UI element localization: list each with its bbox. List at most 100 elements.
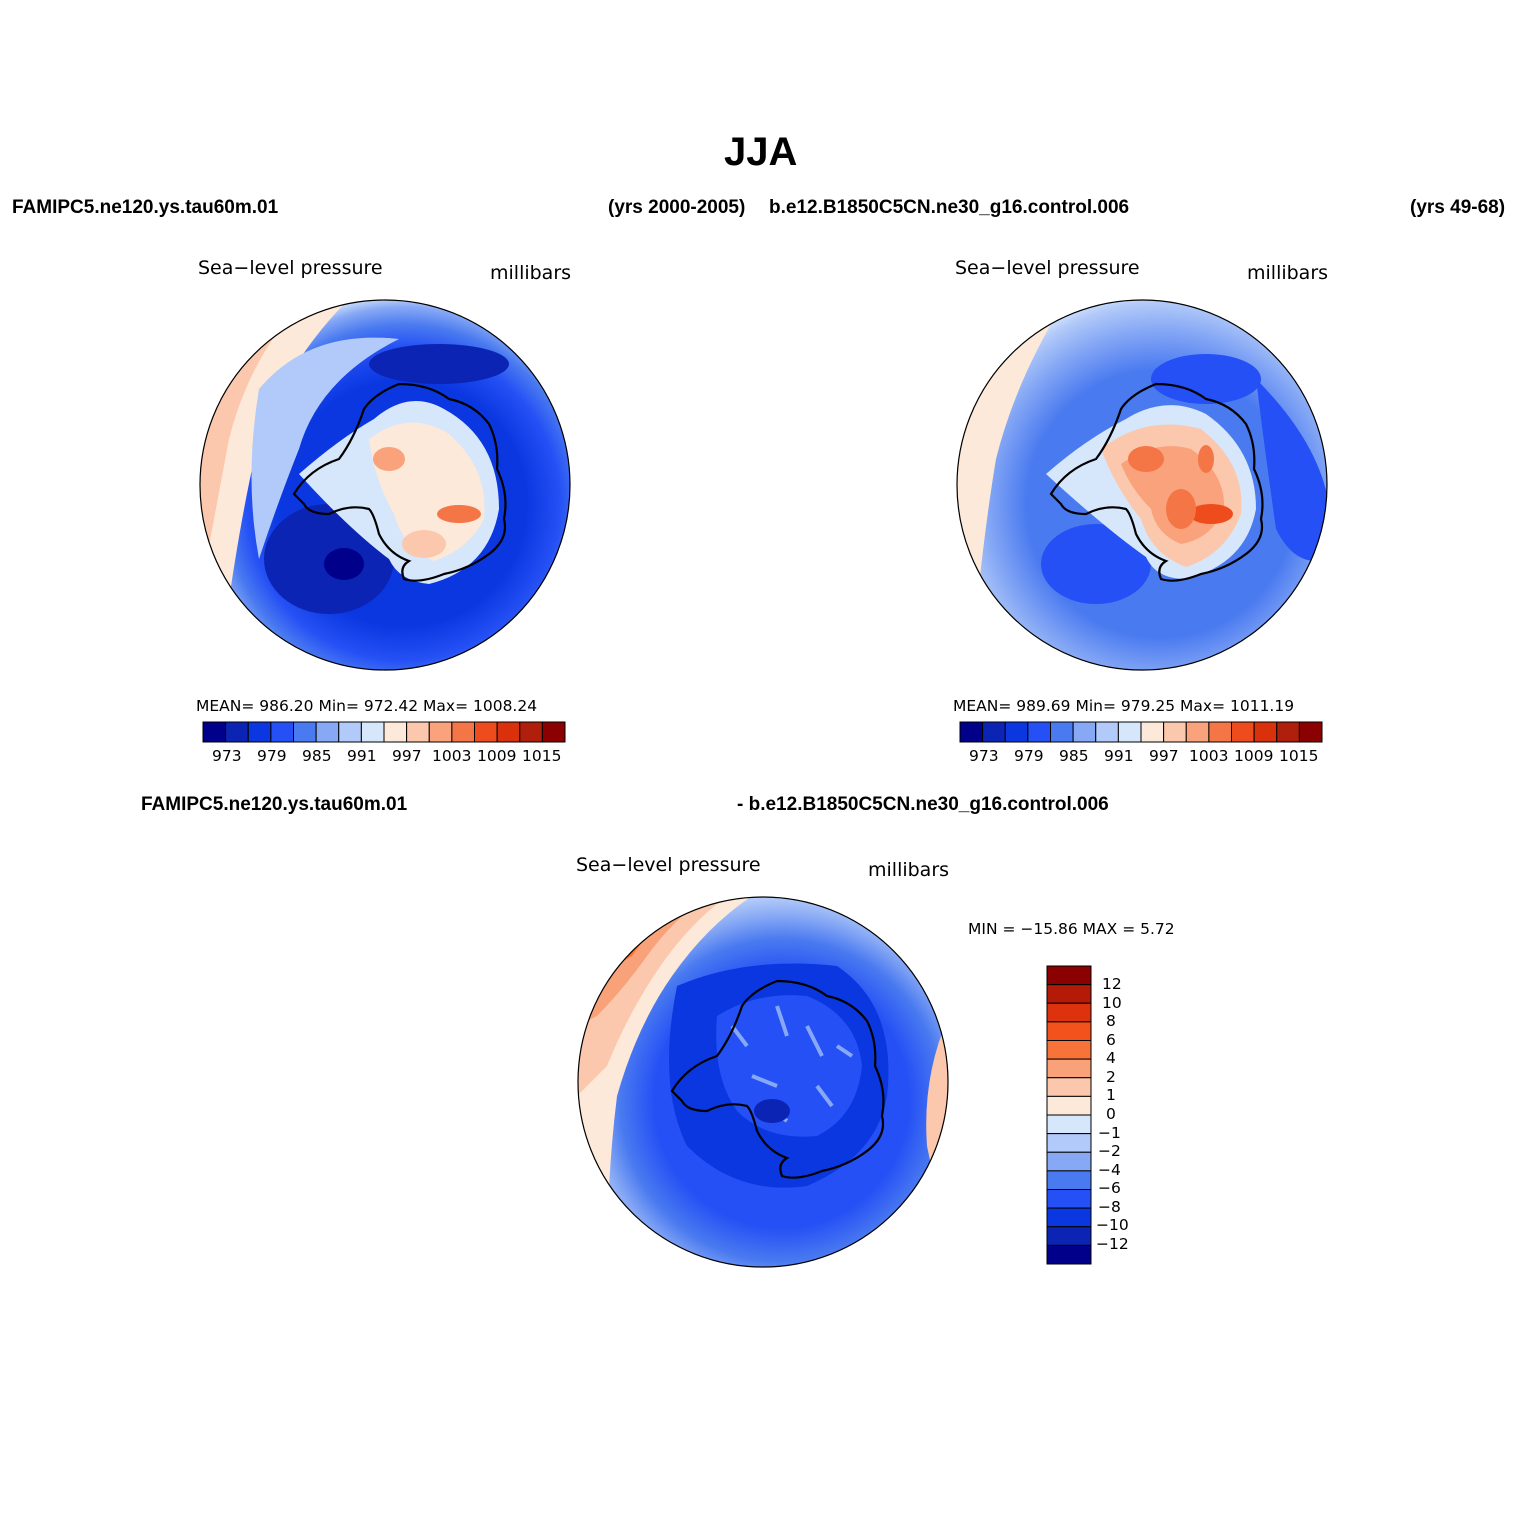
- colorbar-swatch: [1298, 721, 1323, 743]
- panel3-tick: −6: [1098, 1179, 1121, 1197]
- panel3-tick: 1: [1106, 1086, 1116, 1104]
- colorbar-swatch: [406, 721, 430, 743]
- panel3-tick: 0: [1106, 1105, 1116, 1123]
- panel2-polar-map: [956, 299, 1328, 671]
- panel2-tick: 979: [1014, 747, 1044, 765]
- panel1-variable: Sea−level pressure: [198, 257, 383, 279]
- colorbar-swatch: [1140, 721, 1165, 743]
- panel2-variable: Sea−level pressure: [955, 257, 1140, 279]
- colorbar-swatch: [428, 721, 453, 743]
- panel3-tick: −8: [1098, 1198, 1121, 1216]
- colorbar-swatch: [1046, 1058, 1092, 1079]
- colorbar-swatch: [959, 721, 984, 743]
- panel3-tick: 6: [1106, 1031, 1116, 1049]
- colorbar-swatch: [1046, 1040, 1092, 1060]
- colorbar-swatch: [519, 721, 543, 743]
- figure-title: JJA: [724, 130, 798, 174]
- colorbar-swatch: [315, 721, 340, 743]
- colorbar-swatch: [270, 721, 294, 743]
- diff-case1-name: FAMIPC5.ne120.ys.tau60m.01: [141, 794, 408, 815]
- panel2-units: millibars: [1247, 262, 1329, 284]
- panel2-tick: 1009: [1234, 747, 1274, 765]
- panel2-tick: 997: [1149, 747, 1179, 765]
- colorbar-swatch: [1163, 721, 1187, 743]
- colorbar-swatch: [1185, 721, 1210, 743]
- panel3-tick: −10: [1096, 1216, 1129, 1234]
- panel1-tick: 997: [392, 747, 422, 765]
- colorbar-swatch: [1231, 721, 1255, 743]
- panel3-stats: MIN = −15.86 MAX = 5.72: [968, 920, 1175, 938]
- panel3-tick: −4: [1098, 1161, 1121, 1179]
- panel1-tick: 1015: [522, 747, 562, 765]
- panel2-colorbar: [959, 721, 1323, 743]
- panel3-tick: 8: [1106, 1012, 1116, 1030]
- colorbar-swatch: [1004, 721, 1029, 743]
- colorbar-swatch: [1117, 721, 1142, 743]
- panel3-tick: −2: [1098, 1142, 1121, 1160]
- panel3-variable: Sea−level pressure: [576, 854, 761, 876]
- colorbar-swatch: [451, 721, 475, 743]
- colorbar-swatch: [1046, 1151, 1092, 1172]
- panel1-tick: 991: [347, 747, 377, 765]
- colorbar-swatch: [1046, 1077, 1092, 1097]
- colorbar-swatch: [1046, 1021, 1092, 1041]
- colorbar-swatch: [202, 721, 227, 743]
- colorbar-swatch: [1095, 721, 1119, 743]
- panel3-tick: −12: [1096, 1235, 1129, 1253]
- panel3-colorbar-ticks: 12 10 8 6 4 2 1 0 −1 −2 −4 −6 −8 −10 −12: [1096, 975, 1158, 1265]
- panel2-tick: 991: [1104, 747, 1134, 765]
- panel1-tick: 1003: [432, 747, 472, 765]
- panel3-tick: 2: [1106, 1068, 1116, 1086]
- panel1-tick: 985: [302, 747, 332, 765]
- colorbar-swatch: [360, 721, 385, 743]
- panel1-colorbar-ticks: 973 979 985 991 997 1003 1009 1015: [204, 747, 566, 767]
- panel2-colorbar-ticks: 973 979 985 991 997 1003 1009 1015: [961, 747, 1323, 767]
- colorbar-swatch: [383, 721, 408, 743]
- colorbar-swatch: [1276, 721, 1300, 743]
- panel1-tick: 979: [257, 747, 287, 765]
- panel1-stats: MEAN= 986.20 Min= 972.42 Max= 1008.24: [196, 697, 538, 715]
- colorbar-swatch: [1072, 721, 1097, 743]
- colorbar-swatch: [1046, 965, 1092, 986]
- panel1-units: millibars: [490, 262, 572, 284]
- colorbar-swatch: [1046, 1207, 1092, 1228]
- colorbar-swatch: [474, 721, 498, 743]
- colorbar-swatch: [982, 721, 1006, 743]
- panel2-tick: 1003: [1189, 747, 1229, 765]
- colorbar-swatch: [1046, 1133, 1092, 1153]
- colorbar-swatch: [1208, 721, 1232, 743]
- panel3-units: millibars: [868, 859, 950, 881]
- panel3-tick: −1: [1098, 1124, 1121, 1142]
- colorbar-swatch: [1046, 1189, 1092, 1209]
- panel1-polar-map: [199, 299, 571, 671]
- colorbar-swatch: [338, 721, 362, 743]
- case2-years: (yrs 49-68): [1410, 197, 1506, 218]
- diff-case2-name: - b.e12.B1850C5CN.ne30_g16.control.006: [737, 794, 1109, 815]
- panel2-tick: 973: [969, 747, 999, 765]
- panel3-tick: 4: [1106, 1049, 1116, 1067]
- panel3-colorbar: [1046, 965, 1092, 1265]
- panel1-tick: 1009: [477, 747, 517, 765]
- colorbar-swatch: [1046, 1226, 1092, 1246]
- colorbar-swatch: [293, 721, 317, 743]
- colorbar-swatch: [1027, 721, 1051, 743]
- colorbar-swatch: [1046, 1170, 1092, 1190]
- panel3-polar-map: [577, 896, 949, 1268]
- panel2-tick: 1015: [1279, 747, 1319, 765]
- panel2-tick: 985: [1059, 747, 1089, 765]
- colorbar-swatch: [1046, 1114, 1092, 1135]
- colorbar-swatch: [1046, 1244, 1092, 1265]
- colorbar-swatch: [496, 721, 521, 743]
- colorbar-swatch: [1050, 721, 1074, 743]
- panel3-tick: 12: [1102, 975, 1122, 993]
- colorbar-swatch: [225, 721, 249, 743]
- case2-name: b.e12.B1850C5CN.ne30_g16.control.006: [769, 197, 1130, 218]
- panel1-colorbar: [202, 721, 566, 743]
- panel1-tick: 973: [212, 747, 242, 765]
- case1-name: FAMIPC5.ne120.ys.tau60m.01: [12, 197, 279, 218]
- colorbar-swatch: [1253, 721, 1278, 743]
- colorbar-swatch: [1046, 1002, 1092, 1023]
- colorbar-swatch: [1046, 1095, 1092, 1116]
- case1-years: (yrs 2000-2005): [608, 197, 746, 218]
- colorbar-swatch: [1046, 984, 1092, 1004]
